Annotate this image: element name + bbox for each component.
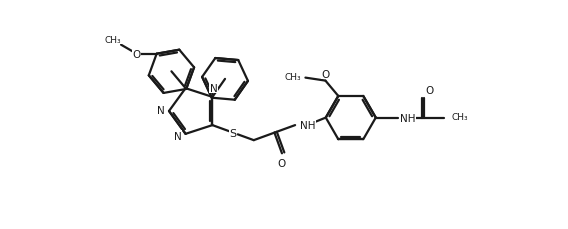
Text: O: O [426, 85, 434, 95]
Text: CH₃: CH₃ [105, 35, 121, 44]
Text: N: N [210, 84, 218, 93]
Text: O: O [132, 49, 141, 60]
Text: CH₃: CH₃ [452, 113, 469, 122]
Text: S: S [229, 128, 237, 138]
Text: O: O [278, 159, 286, 169]
Text: NH: NH [400, 113, 415, 123]
Text: O: O [321, 69, 329, 79]
Text: NH: NH [300, 121, 316, 131]
Text: N: N [157, 106, 165, 115]
Text: N: N [174, 131, 182, 141]
Text: CH₃: CH₃ [285, 73, 302, 82]
